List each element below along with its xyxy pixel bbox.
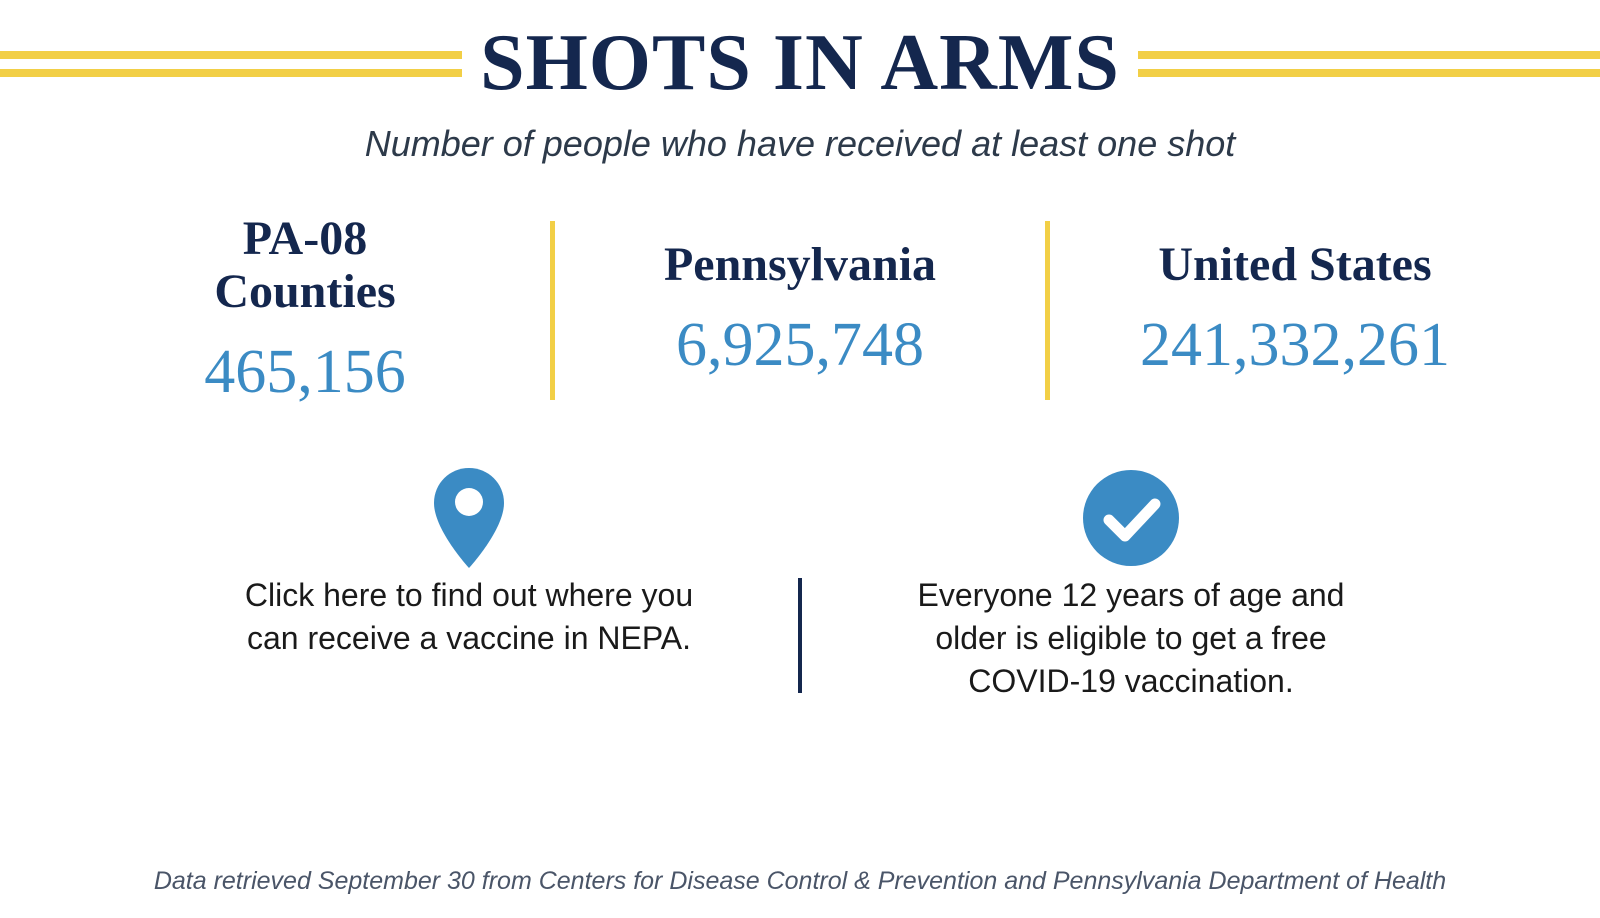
stripe xyxy=(1138,51,1600,59)
check-circle-icon xyxy=(1081,468,1181,568)
info-text: Click here to find out where you can rec… xyxy=(229,574,709,660)
stripe-right xyxy=(1138,51,1600,77)
stats-row: PA-08 Counties 465,156 Pennsylvania 6,92… xyxy=(0,213,1600,408)
stat-value: 241,332,261 xyxy=(1060,310,1530,381)
stat-label: Pennsylvania xyxy=(565,239,1035,292)
stat-pa08: PA-08 Counties 465,156 xyxy=(60,213,550,408)
info-eligibility: Everyone 12 years of age and older is el… xyxy=(802,468,1460,704)
stripe xyxy=(0,51,462,59)
stat-value: 465,156 xyxy=(70,337,540,408)
location-pin-icon xyxy=(434,468,504,568)
stat-us: United States 241,332,261 xyxy=(1050,213,1540,408)
stat-label: United States xyxy=(1060,239,1530,292)
stat-value: 6,925,748 xyxy=(565,310,1035,381)
stat-pennsylvania: Pennsylvania 6,925,748 xyxy=(555,213,1045,408)
data-source-footer: Data retrieved September 30 from Centers… xyxy=(0,867,1600,896)
subtitle: Number of people who have received at le… xyxy=(0,123,1600,165)
info-text: Everyone 12 years of age and older is el… xyxy=(891,574,1371,704)
info-row: Click here to find out where you can rec… xyxy=(0,468,1600,704)
stripe xyxy=(0,69,462,77)
stat-label: PA-08 Counties xyxy=(70,213,540,319)
info-find-vaccine[interactable]: Click here to find out where you can rec… xyxy=(140,468,798,704)
stripe xyxy=(1138,69,1600,77)
page-title: SHOTS IN ARMS xyxy=(462,18,1138,109)
stripe-left xyxy=(0,51,462,77)
header-row: SHOTS IN ARMS xyxy=(0,18,1600,109)
